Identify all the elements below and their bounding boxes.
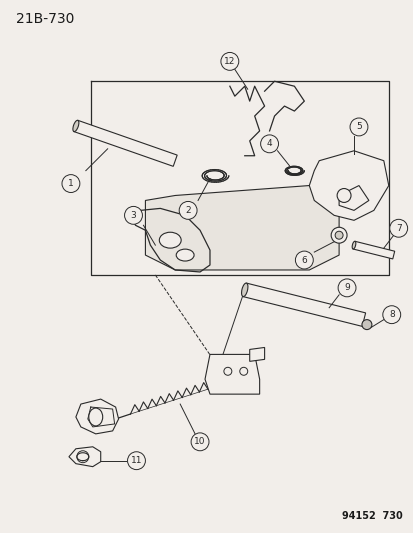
Text: 7: 7 <box>395 224 401 233</box>
Circle shape <box>389 219 407 237</box>
Polygon shape <box>309 151 388 220</box>
Text: 10: 10 <box>194 437 205 446</box>
Ellipse shape <box>223 367 231 375</box>
Circle shape <box>295 251 313 269</box>
Circle shape <box>191 433 209 451</box>
Ellipse shape <box>336 189 350 203</box>
Polygon shape <box>249 348 264 361</box>
Ellipse shape <box>73 120 79 132</box>
Polygon shape <box>145 185 338 270</box>
Text: 6: 6 <box>301 255 306 264</box>
Polygon shape <box>69 447 100 467</box>
Text: 5: 5 <box>355 123 361 132</box>
Text: 94152  730: 94152 730 <box>341 511 402 521</box>
Text: 9: 9 <box>343 284 349 293</box>
Polygon shape <box>204 354 259 394</box>
Ellipse shape <box>159 232 181 248</box>
Ellipse shape <box>351 241 355 249</box>
Circle shape <box>127 452 145 470</box>
Circle shape <box>221 52 238 70</box>
Circle shape <box>179 201 197 219</box>
Circle shape <box>337 279 355 297</box>
Ellipse shape <box>241 283 247 297</box>
Polygon shape <box>74 120 177 166</box>
Text: 12: 12 <box>223 57 235 66</box>
Polygon shape <box>242 283 365 326</box>
Text: 3: 3 <box>131 211 136 220</box>
Text: 11: 11 <box>131 456 142 465</box>
Polygon shape <box>76 399 118 434</box>
Ellipse shape <box>77 451 88 463</box>
Text: 1: 1 <box>68 179 74 188</box>
Polygon shape <box>352 241 394 259</box>
Ellipse shape <box>88 408 102 426</box>
Circle shape <box>349 118 367 136</box>
Circle shape <box>62 175 80 192</box>
Ellipse shape <box>176 249 194 261</box>
Circle shape <box>124 206 142 224</box>
Circle shape <box>260 135 278 153</box>
Text: 2: 2 <box>185 206 190 215</box>
Ellipse shape <box>330 227 346 243</box>
Ellipse shape <box>239 367 247 375</box>
Circle shape <box>382 306 400 324</box>
Ellipse shape <box>335 231 342 239</box>
Text: 8: 8 <box>388 310 394 319</box>
Polygon shape <box>338 185 368 211</box>
Text: 4: 4 <box>266 139 272 148</box>
Text: 21B-730: 21B-730 <box>16 12 74 26</box>
Ellipse shape <box>361 320 371 329</box>
